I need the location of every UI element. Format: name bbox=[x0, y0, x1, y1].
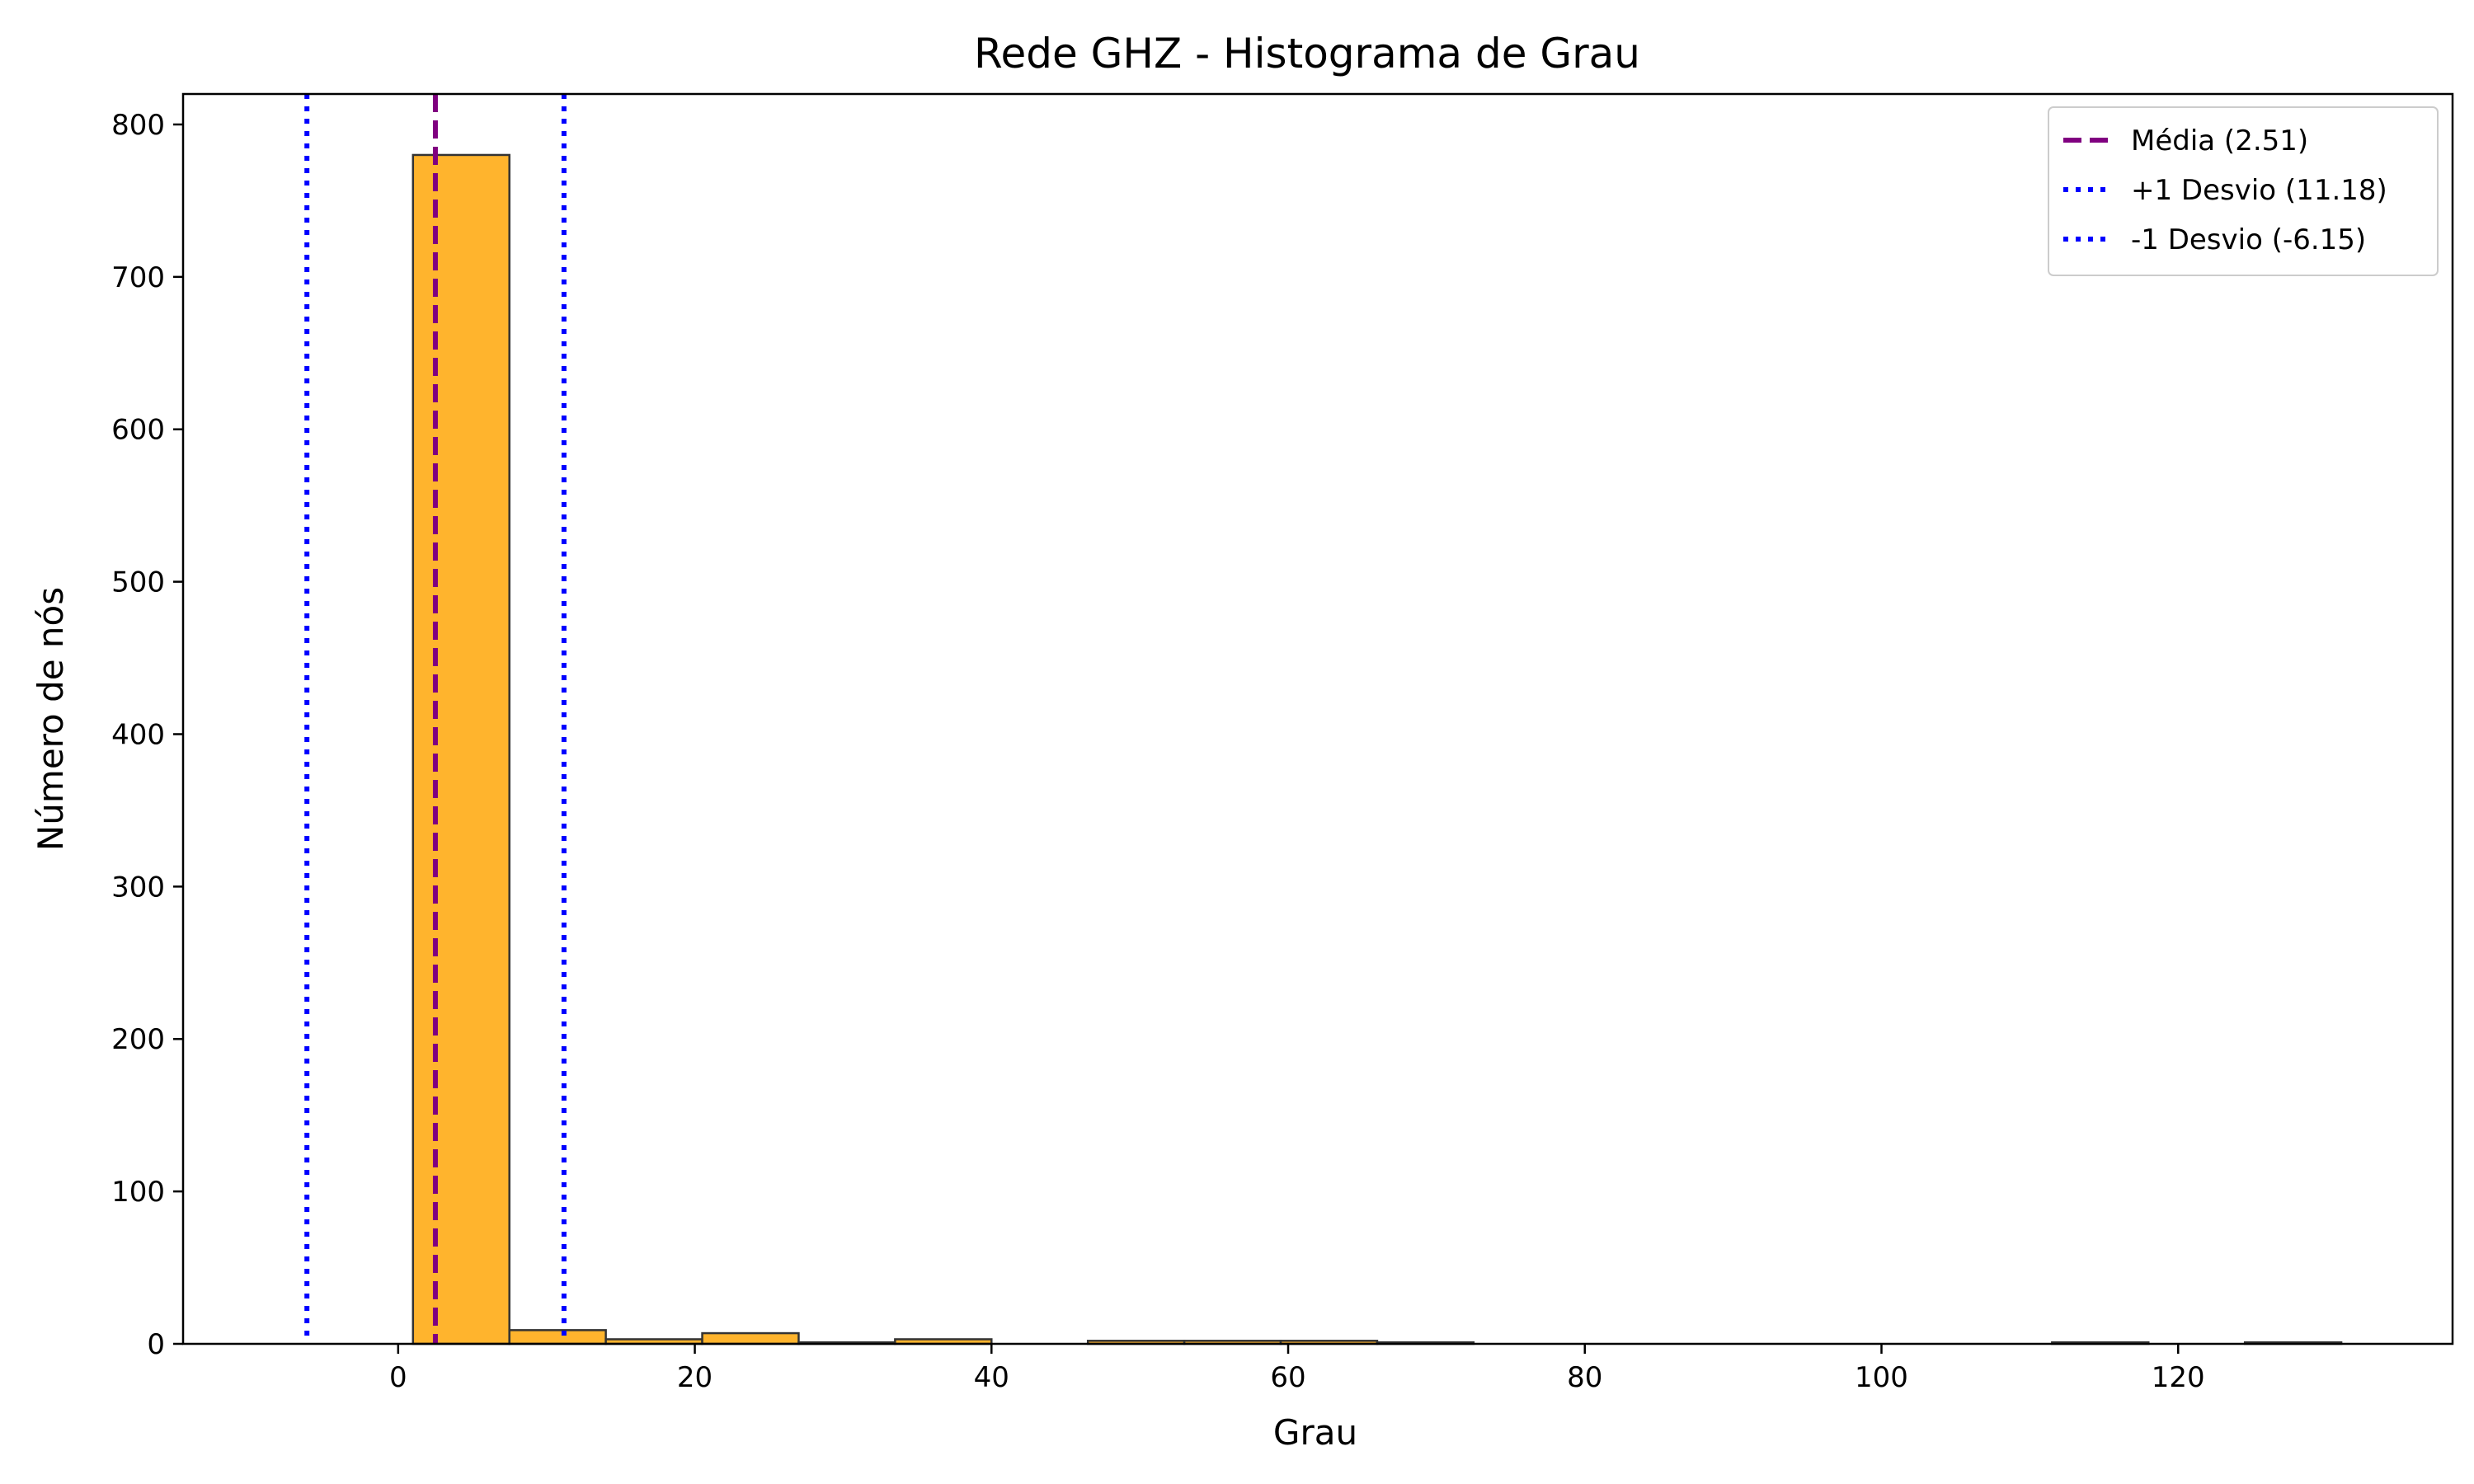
y-tick-label: 200 bbox=[111, 1023, 165, 1056]
legend-entry-label: -1 Desvio (-6.15) bbox=[2131, 223, 2366, 256]
y-tick-label: 100 bbox=[111, 1176, 165, 1209]
y-axis-ticks: 0 100 200 300 400 500 600 700 800 bbox=[111, 109, 183, 1361]
x-tick-label: 80 bbox=[1567, 1361, 1602, 1394]
y-axis-label: Número de nós bbox=[31, 587, 71, 851]
chart-title: Rede GHZ - Histograma de Grau bbox=[974, 30, 1640, 77]
x-axis-label: Grau bbox=[1273, 1412, 1357, 1453]
x-tick-label: 120 bbox=[2152, 1361, 2205, 1394]
x-tick-label: 100 bbox=[1855, 1361, 1908, 1394]
x-tick-label: 0 bbox=[389, 1361, 407, 1394]
plot-frame bbox=[181, 92, 2454, 1345]
histogram-bar-3 bbox=[701, 1331, 800, 1345]
y-tick-label: 700 bbox=[111, 261, 165, 294]
y-tick-label: 600 bbox=[111, 414, 165, 447]
legend-entry-label: Média (2.51) bbox=[2131, 124, 2308, 157]
reference-lines-group bbox=[304, 94, 567, 1344]
y-tick-label: 300 bbox=[111, 871, 165, 904]
y-tick-label: 0 bbox=[147, 1328, 165, 1361]
histogram-bar-0 bbox=[412, 153, 510, 1345]
legend: Média (2.51) +1 Desvio (11.18) -1 Desvio (… bbox=[2048, 106, 2439, 276]
y-tick-label: 400 bbox=[111, 718, 165, 751]
legend-box bbox=[2048, 106, 2439, 276]
y-tick-label: 800 bbox=[111, 109, 165, 142]
legend-entry-label: +1 Desvio (11.18) bbox=[2131, 174, 2387, 207]
x-tick-label: 40 bbox=[974, 1361, 1009, 1394]
x-tick-label: 20 bbox=[677, 1361, 713, 1394]
y-tick-label: 500 bbox=[111, 566, 165, 599]
histogram-bar-1 bbox=[508, 1329, 607, 1345]
bars-group bbox=[412, 153, 2343, 1345]
x-axis-ticks: 0 20 40 60 80 100 120 bbox=[389, 1344, 2205, 1394]
x-tick-label: 60 bbox=[1270, 1361, 1305, 1394]
